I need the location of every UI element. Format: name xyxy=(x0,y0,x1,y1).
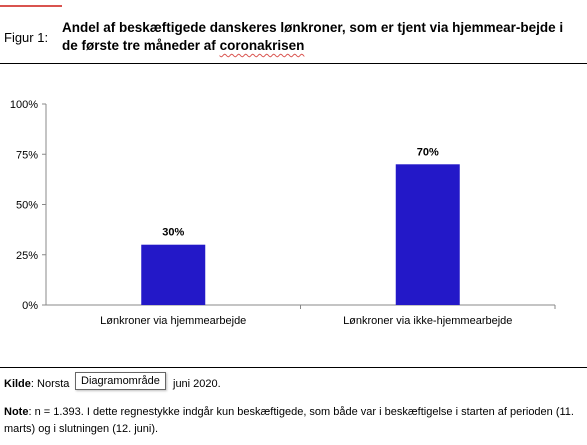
y-tick-label: 0% xyxy=(22,300,38,312)
chart-area-tooltip: Diagramområde xyxy=(75,372,166,390)
source-line: Kilde: Norsta xyxy=(4,378,69,390)
figure-label: Figur 1: xyxy=(4,30,49,45)
y-tick-label: 75% xyxy=(16,149,38,161)
note-label: Note xyxy=(4,406,29,418)
data-label: 70% xyxy=(417,146,439,158)
figure-title-main: Andel af beskæftigede danskeres lønkrone… xyxy=(62,20,564,53)
accent-line xyxy=(0,5,62,7)
y-tick-label: 50% xyxy=(16,200,38,212)
category-label: Lønkroner via hjemmearbejde xyxy=(100,315,246,327)
bar-chart[interactable]: 0% 25% 50% 75% 100% 30% Lønkroner via hjemmear… xyxy=(0,64,587,334)
note-body: : n = 1.393. I dette regnestykke indgår … xyxy=(4,406,574,435)
figure-title: Andel af beskæftigede danskeres lønkrone… xyxy=(62,19,572,55)
source-label: Kilde xyxy=(4,378,31,390)
source-suffix: juni 2020. xyxy=(173,378,221,390)
y-tick-label: 100% xyxy=(10,99,38,111)
note-text: Note: n = 1.393. I dette regnestykke ind… xyxy=(4,404,580,438)
top-rule xyxy=(0,63,587,64)
y-tick-label: 25% xyxy=(16,250,38,262)
bar xyxy=(395,164,460,305)
figure-title-tail: coronakrisen xyxy=(219,38,305,53)
bottom-rule xyxy=(0,367,587,368)
bar xyxy=(141,244,206,305)
category-label: Lønkroner via ikke-hjemmearbejde xyxy=(343,315,512,327)
data-label: 30% xyxy=(162,227,184,239)
source-prefix: : Norsta xyxy=(30,378,70,390)
